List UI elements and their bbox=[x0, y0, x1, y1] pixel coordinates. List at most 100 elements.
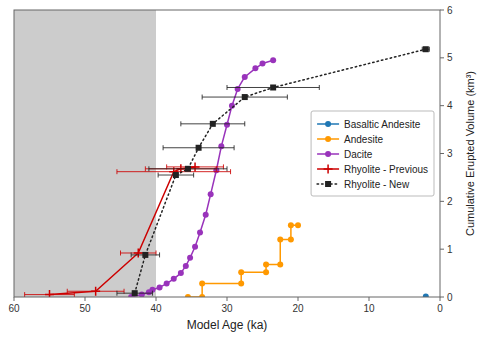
point bbox=[218, 143, 224, 149]
point bbox=[288, 222, 294, 228]
point bbox=[242, 94, 248, 100]
legend-label: Basaltic Andesite bbox=[344, 119, 421, 130]
y-tick bbox=[440, 57, 444, 58]
point bbox=[45, 290, 54, 297]
series bbox=[25, 162, 231, 297]
point bbox=[164, 281, 170, 287]
x-axis-label: Model Age (ka) bbox=[187, 318, 268, 332]
y-tick bbox=[440, 105, 444, 106]
x-tick bbox=[369, 297, 370, 301]
error-bar bbox=[158, 173, 194, 178]
series bbox=[117, 46, 429, 296]
point bbox=[178, 270, 184, 276]
point bbox=[238, 281, 244, 287]
y-tick bbox=[440, 10, 444, 11]
point bbox=[185, 166, 191, 172]
point bbox=[277, 237, 283, 243]
x-tick-label: 20 bbox=[292, 303, 304, 314]
point bbox=[242, 74, 248, 80]
series bbox=[185, 222, 301, 297]
point bbox=[295, 222, 301, 228]
y-tick-label: 0 bbox=[447, 292, 453, 303]
x-tick-label: 30 bbox=[221, 303, 233, 314]
point bbox=[196, 145, 202, 151]
point bbox=[224, 122, 230, 128]
y-tick-label: 5 bbox=[447, 52, 453, 63]
point bbox=[199, 281, 205, 287]
line bbox=[188, 225, 298, 297]
x-tick bbox=[440, 297, 441, 301]
y-tick bbox=[440, 153, 444, 154]
point bbox=[132, 290, 138, 296]
x-tick-label: 0 bbox=[437, 303, 443, 314]
legend: Basaltic AndesiteAndesiteDaciteRhyolite … bbox=[311, 111, 434, 196]
point bbox=[191, 162, 200, 171]
y-tick-label: 6 bbox=[447, 5, 453, 16]
plot-area bbox=[14, 10, 440, 297]
x-tick-label: 50 bbox=[79, 303, 91, 314]
point bbox=[203, 212, 209, 218]
point bbox=[210, 121, 216, 127]
x-tick bbox=[14, 297, 15, 301]
legend-marker bbox=[324, 165, 333, 174]
point bbox=[192, 244, 198, 250]
error-bar bbox=[149, 166, 227, 171]
point bbox=[263, 269, 269, 275]
point bbox=[183, 263, 189, 269]
legend-marker bbox=[325, 121, 331, 127]
y-tick-label: 4 bbox=[447, 100, 453, 111]
point bbox=[277, 261, 283, 267]
y-tick-label: 1 bbox=[447, 244, 453, 255]
point bbox=[134, 248, 143, 257]
legend-label: Rhyolite - New bbox=[344, 179, 410, 190]
point bbox=[260, 61, 266, 67]
shaded-region bbox=[14, 10, 156, 297]
y-tick bbox=[440, 249, 444, 250]
error-bar bbox=[422, 47, 429, 52]
error-bar bbox=[227, 85, 319, 90]
error-bar bbox=[131, 252, 159, 257]
point bbox=[208, 191, 214, 197]
point bbox=[171, 276, 177, 282]
error-bar bbox=[181, 121, 245, 126]
x-tick bbox=[227, 297, 228, 301]
legend-box bbox=[311, 111, 434, 196]
legend-marker bbox=[325, 136, 331, 142]
line bbox=[50, 167, 196, 295]
x-tick bbox=[85, 297, 86, 301]
point bbox=[423, 294, 429, 297]
plot-frame bbox=[14, 10, 440, 297]
y-tick bbox=[440, 201, 444, 202]
series bbox=[423, 294, 429, 297]
point bbox=[263, 261, 269, 267]
legend-marker bbox=[325, 181, 331, 187]
x-tick bbox=[156, 297, 157, 301]
legend-label: Rhyolite - Previous bbox=[344, 164, 428, 175]
point bbox=[142, 252, 148, 258]
point bbox=[197, 229, 203, 235]
chart: 60 50 40 30 20 10 00 1 2 3 4 5 6 Model Age (ka) Cumula… bbox=[0, 0, 500, 337]
point bbox=[270, 84, 276, 90]
point bbox=[270, 57, 276, 63]
y-tick bbox=[440, 297, 444, 298]
y-tick-label: 3 bbox=[447, 148, 453, 159]
point bbox=[252, 65, 258, 71]
x-tick bbox=[298, 297, 299, 301]
point bbox=[288, 237, 294, 243]
point bbox=[91, 287, 100, 296]
point bbox=[139, 292, 145, 297]
point bbox=[423, 46, 429, 52]
point bbox=[238, 269, 244, 275]
y-axis-label: Cumulative Erupted Volume (km³) bbox=[464, 71, 476, 236]
point bbox=[173, 172, 179, 178]
x-tick-label: 40 bbox=[150, 303, 162, 314]
x-tick-label: 10 bbox=[363, 303, 375, 314]
series bbox=[128, 57, 276, 297]
error-bar bbox=[202, 95, 287, 100]
point bbox=[235, 86, 241, 92]
error-bar bbox=[117, 291, 153, 296]
legend-label: Andesite bbox=[344, 134, 383, 145]
y-tick-label: 2 bbox=[447, 196, 453, 207]
data-layer bbox=[14, 10, 429, 297]
x-tick-label: 60 bbox=[8, 303, 20, 314]
